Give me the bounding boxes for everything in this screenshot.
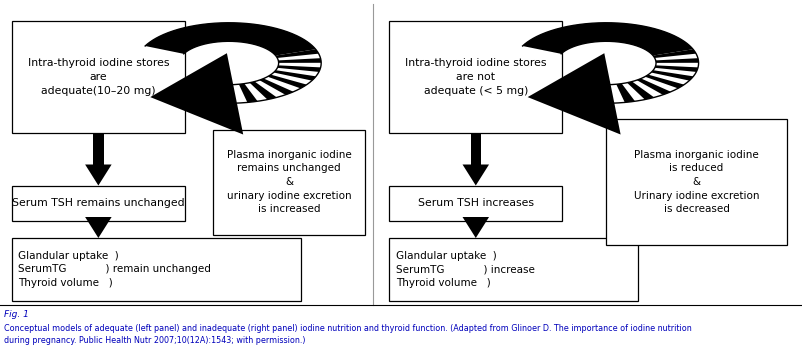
Polygon shape [527,53,620,134]
Polygon shape [85,164,111,186]
Text: Plasma inorganic iodine
is reduced
&
Urinary iodine excretion
is decreased: Plasma inorganic iodine is reduced & Uri… [633,150,759,214]
Text: Glandular uptake  )
SerumTG            ) remain unchanged
Thyroid volume   ): Glandular uptake ) SerumTG ) remain unch… [18,251,211,288]
Polygon shape [615,84,634,103]
Polygon shape [655,58,698,63]
Polygon shape [259,78,293,95]
Text: Fig. 1: Fig. 1 [4,310,29,319]
Text: Intra-thyroid iodine stores
are not
adequate (< 5 mg): Intra-thyroid iodine stores are not adeq… [404,58,546,96]
Polygon shape [278,58,321,63]
Polygon shape [150,53,243,134]
Bar [12,21,184,133]
Bar [389,21,561,133]
Polygon shape [267,75,306,88]
Bar [93,133,103,164]
Text: Intra-thyroid iodine stores
are
adequate(10–20 mg): Intra-thyroid iodine stores are adequate… [27,58,169,96]
Polygon shape [522,23,692,56]
Polygon shape [275,49,318,58]
Polygon shape [85,217,111,238]
Bar [213,130,365,234]
Bar [470,133,480,164]
Polygon shape [462,217,488,238]
Bar [12,238,301,301]
Bar [606,119,786,245]
Text: Plasma inorganic iodine
remains unchanged
&
urinary iodine excretion
is increase: Plasma inorganic iodine remains unchange… [226,150,351,214]
Text: Serum TSH remains unchanged: Serum TSH remains unchanged [12,198,184,208]
Polygon shape [644,75,683,88]
Polygon shape [145,23,321,103]
Polygon shape [654,65,697,72]
Polygon shape [145,23,315,56]
Polygon shape [650,70,692,80]
Text: Conceptual models of adequate (left panel) and inadequate (right panel) iodine n: Conceptual models of adequate (left pane… [4,324,691,344]
Bar [389,186,561,220]
Polygon shape [273,70,315,80]
Polygon shape [238,84,257,103]
Polygon shape [249,82,277,99]
Polygon shape [522,23,698,103]
Polygon shape [626,82,654,99]
Text: Glandular uptake  )
SerumTG            ) increase
Thyroid volume   ): Glandular uptake ) SerumTG ) increase Th… [395,251,534,288]
Polygon shape [652,49,695,58]
Bar [12,186,184,220]
Text: Serum TSH increases: Serum TSH increases [417,198,533,208]
Polygon shape [636,78,670,95]
Bar [389,238,638,301]
Polygon shape [462,164,488,186]
Polygon shape [277,65,320,72]
